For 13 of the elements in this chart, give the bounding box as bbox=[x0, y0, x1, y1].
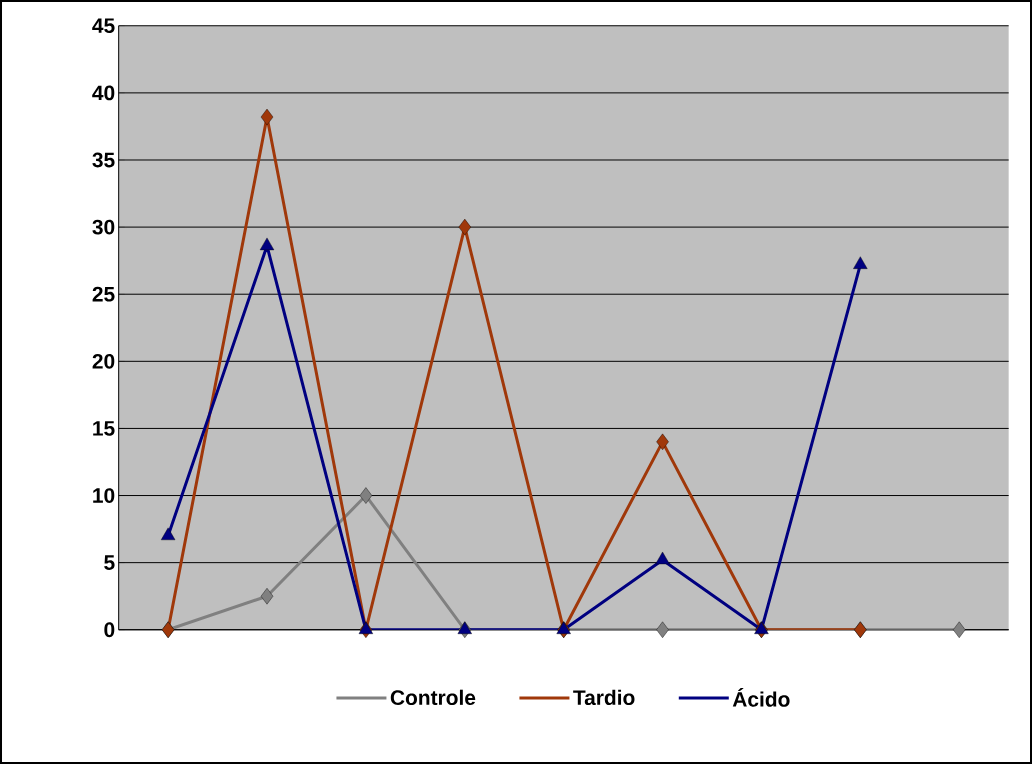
y-tick-label: 15 bbox=[93, 421, 115, 436]
y-tick-label: 10 bbox=[93, 488, 115, 503]
y-tick-label: 5 bbox=[104, 555, 115, 570]
y-tick-label: 40 bbox=[92, 85, 115, 101]
legend-label: Controle bbox=[390, 689, 476, 706]
y-tick-label: 0 bbox=[104, 622, 115, 638]
legend-label: Ácido bbox=[732, 688, 790, 707]
y-tick-label: 45 bbox=[92, 18, 115, 34]
y-tick-label: 30 bbox=[92, 219, 115, 235]
y-tick-label: 25 bbox=[92, 286, 115, 302]
y-tick-label: 35 bbox=[92, 152, 115, 168]
legend-label: Tardio bbox=[573, 689, 635, 706]
y-tick-label: 20 bbox=[92, 353, 115, 369]
